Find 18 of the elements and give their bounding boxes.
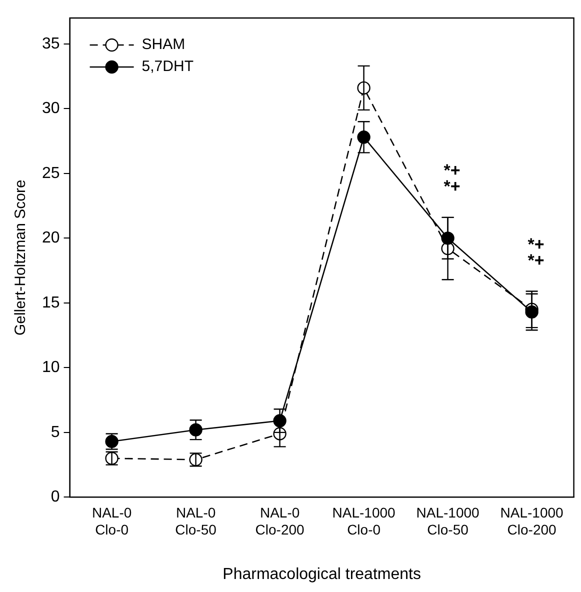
y-tick-label: 15 (42, 294, 60, 312)
x-tick-label: NAL-0 Clo-50 (175, 504, 217, 538)
y-tick-label: 35 (42, 35, 60, 52)
y-tick-label: 30 (42, 100, 60, 118)
x-tick-label: NAL-0 Clo-0 (92, 504, 132, 538)
y-tick-label: 0 (50, 488, 60, 506)
legend-label: SHAM (142, 36, 186, 54)
x-tick-label: NAL-1000 Clo-50 (416, 504, 480, 538)
x-tick-label: NAL-1000 Clo-200 (500, 504, 564, 538)
y-axis-title: Gellert-Holtzman Score (12, 180, 30, 336)
legend-label: 5,7DHT (142, 58, 194, 76)
y-tick-label: 25 (42, 164, 60, 182)
y-tick-label: 20 (42, 230, 60, 247)
x-axis-title: Pharmacological treatments (222, 566, 421, 583)
x-tick-label: NAL-1000 Clo-0 (332, 504, 396, 538)
y-tick-label: 10 (42, 359, 60, 376)
x-tick-label: NAL-0 Clo-200 (255, 504, 305, 538)
y-tick-label: 5 (50, 424, 60, 441)
